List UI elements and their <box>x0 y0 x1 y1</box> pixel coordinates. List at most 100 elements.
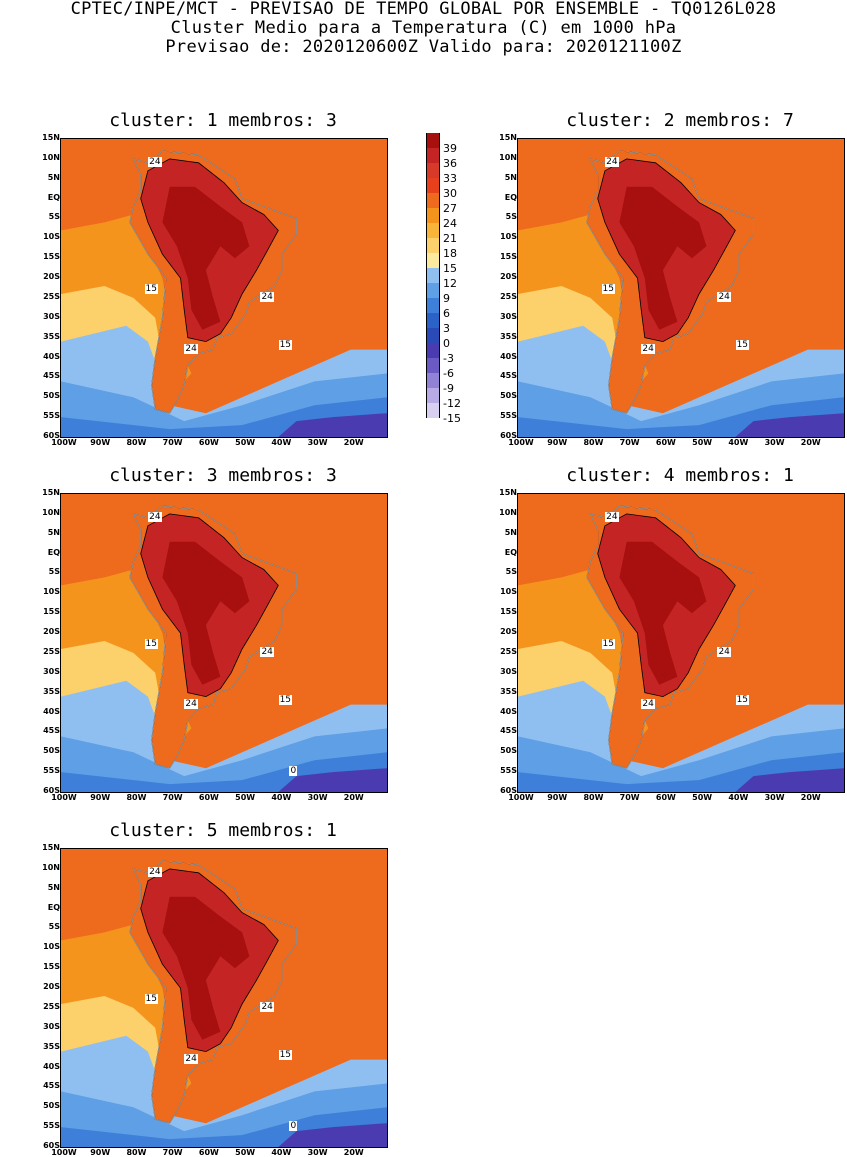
latitude-tick-label: 10N <box>499 507 517 517</box>
contour-label: 15 <box>278 694 293 705</box>
temperature-map <box>60 848 388 1148</box>
colorbar-segment <box>426 343 440 358</box>
latitude-tick-label: 10N <box>42 507 60 517</box>
coastline <box>129 860 297 1124</box>
cluster-title: cluster: 2 membros: 7 <box>566 110 794 131</box>
latitude-tick-label: 45S <box>500 371 517 381</box>
latitude-tick-label: 40S <box>43 706 60 716</box>
longitude-tick-label: 100W <box>51 1148 77 1157</box>
longitude-tick-label: 20W <box>800 438 821 447</box>
longitude-tick-label: 20W <box>343 438 364 447</box>
latitude-tick-label: 15S <box>43 607 60 617</box>
latitude-tick-label: 45S <box>43 1081 60 1091</box>
contour-label: 24 <box>641 698 655 709</box>
longitude-tick-label: 60W <box>655 438 676 447</box>
latitude-tick-label: 10S <box>500 587 517 597</box>
latitude-tick-label: 30S <box>500 311 517 321</box>
contour-label: 24 <box>717 291 731 302</box>
latitude-tick-label: 35S <box>43 686 60 696</box>
figure-header: CPTEC/INPE/MCT - PREVISAO DE TEMPO GLOBA… <box>0 0 847 57</box>
contour-label: 24 <box>641 343 655 354</box>
longitude-tick-label: 60W <box>198 1148 219 1157</box>
longitude-tick-label: 100W <box>51 793 77 802</box>
very-hot-land-region <box>619 541 707 685</box>
latitude-tick-label: 55S <box>500 411 517 421</box>
colorbar-segment <box>426 178 440 193</box>
latitude-tick-label: 25S <box>43 1001 60 1011</box>
colorbar-label: -9 <box>443 382 454 395</box>
colorbar-label: 30 <box>443 187 457 200</box>
latitude-tick-label: 50S <box>43 746 60 756</box>
colorbar-segment <box>426 298 440 313</box>
latitude-tick-label: 40S <box>500 706 517 716</box>
latitude-tick-label: 10S <box>43 587 60 597</box>
colorbar-label: 24 <box>443 217 457 230</box>
longitude-tick-label: 40W <box>728 438 749 447</box>
colorbar-label: 6 <box>443 307 450 320</box>
latitude-tick-label: 55S <box>43 411 60 421</box>
latitude-tick-label: 15S <box>43 252 60 262</box>
latitude-tick-label: 55S <box>43 766 60 776</box>
contour-label: 0 <box>289 766 298 777</box>
header-line-title: CPTEC/INPE/MCT - PREVISAO DE TEMPO GLOBA… <box>70 0 777 19</box>
latitude-tick-label: 40S <box>43 1061 60 1071</box>
contour-label: 15 <box>735 339 750 350</box>
cluster-title: cluster: 4 membros: 1 <box>566 465 794 486</box>
colorbar-label: 36 <box>443 157 457 170</box>
latitude-tick-label: 60S <box>500 786 517 795</box>
latitude-tick-label: 5S <box>505 212 517 222</box>
contour-label: 24 <box>184 1053 198 1064</box>
longitude-tick-label: 100W <box>508 438 534 447</box>
longitude-tick-label: 60W <box>655 793 676 802</box>
colorbar-label: -6 <box>443 367 454 380</box>
longitude-tick-label: 80W <box>126 1148 147 1157</box>
colorbar-label: 18 <box>443 247 457 260</box>
latitude-tick-label: 5N <box>504 172 517 182</box>
latitude-tick-label: 60S <box>43 786 60 795</box>
contour-label: 15 <box>144 638 158 649</box>
colorbar-label: 15 <box>443 262 457 275</box>
latitude-tick-label: 10N <box>42 862 60 872</box>
longitude-tick-label: 70W <box>162 793 183 802</box>
longitude-tick-label: 90W <box>90 793 111 802</box>
coastline <box>586 150 754 414</box>
latitude-tick-label: 15N <box>499 133 517 142</box>
latitude-tick-label: 45S <box>500 726 517 736</box>
longitude-tick-label: 30W <box>307 438 328 447</box>
very-hot-land-region <box>162 896 250 1040</box>
contour-label: 24 <box>148 156 162 167</box>
longitude-tick-label: 70W <box>162 438 183 447</box>
cluster-panel-5: cluster: 5 membros: 1 24 15 24 24 15 0 15N 10N 5N… <box>42 820 390 1157</box>
latitude-tick-label: 5S <box>48 567 60 577</box>
longitude-tick-label: 50W <box>235 1148 256 1157</box>
latitude-tick-label: 25S <box>43 646 60 656</box>
latitude-tick-label: 5N <box>47 527 60 537</box>
latitude-tick-label: 10S <box>43 942 60 952</box>
colorbar-label: 33 <box>443 172 457 185</box>
longitude-tick-label: 30W <box>307 793 328 802</box>
latitude-tick-label: 20S <box>500 627 517 637</box>
longitude-tick-label: 50W <box>235 793 256 802</box>
latitude-tick-label: 15S <box>43 962 60 972</box>
longitude-tick-label: 50W <box>235 438 256 447</box>
latitude-tick-label: 60S <box>43 431 60 440</box>
latitude-tick-label: 20S <box>43 982 60 992</box>
colorbar-segment <box>426 208 440 223</box>
longitude-tick-label: 20W <box>343 1148 364 1157</box>
contour-label: 15 <box>735 694 750 705</box>
coastline <box>586 505 754 769</box>
colorbar-segment <box>426 388 440 403</box>
latitude-tick-label: 15S <box>500 607 517 617</box>
latitude-tick-label: 40S <box>43 351 60 361</box>
longitude-tick-label: 30W <box>307 1148 328 1157</box>
contour-label: 24 <box>148 866 162 877</box>
colorbar-segment <box>426 373 440 388</box>
contour-label: 0 <box>289 1121 298 1132</box>
contour-label: 24 <box>184 698 198 709</box>
latitude-tick-label: 25S <box>43 291 60 301</box>
cluster-title: cluster: 5 membros: 1 <box>109 820 337 841</box>
longitude-tick-label: 80W <box>583 438 604 447</box>
latitude-tick-label: 50S <box>43 391 60 401</box>
header-line-variable: Cluster Medio para a Temperatura (C) em … <box>170 18 677 38</box>
coldest-band <box>735 413 844 437</box>
